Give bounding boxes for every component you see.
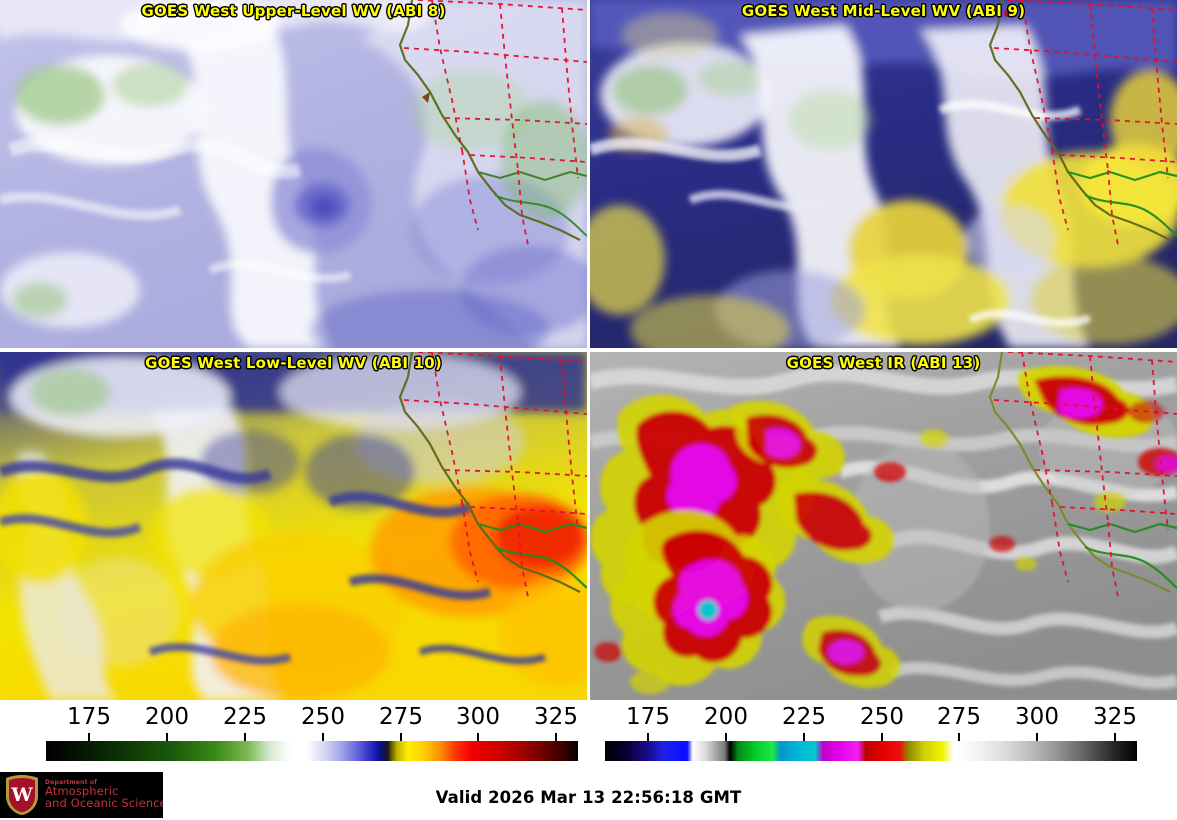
ir-tick-label: 250 bbox=[860, 704, 904, 730]
ir-tick-label: 275 bbox=[937, 704, 981, 730]
wv-colorbar[interactable]: 175 200 225 250 275 300 325 bbox=[0, 700, 589, 770]
ir-colorbar-tick-labels: 175 200 225 250 275 300 325 bbox=[589, 704, 1177, 734]
logo-line-2: and Oceanic Sciences bbox=[45, 796, 163, 811]
svg-text:W: W bbox=[10, 784, 33, 806]
satellite-image-upper-level-wv bbox=[0, 0, 587, 348]
ir-tick-label: 175 bbox=[626, 704, 670, 730]
logo-department-line: Department of bbox=[45, 778, 98, 786]
ir-tick-label: 200 bbox=[704, 704, 748, 730]
logo-text-block: Department of Atmospheric and Oceanic Sc… bbox=[45, 778, 163, 811]
wv-tick-label: 250 bbox=[301, 704, 345, 730]
wv-colorbar-ticks bbox=[0, 733, 589, 741]
geography-overlay-2 bbox=[988, 0, 1177, 246]
ir-tick-label: 325 bbox=[1093, 704, 1137, 730]
wv-tick-label: 300 bbox=[456, 704, 500, 730]
geography-overlay-4 bbox=[988, 352, 1177, 598]
panel-upper-level-wv[interactable]: GOES West Upper-Level WV (ABI 8) bbox=[0, 0, 587, 348]
ir-tick-label: 225 bbox=[782, 704, 826, 730]
valid-time-label: Valid 2026 Mar 13 22:56:18 GMT bbox=[435, 788, 742, 807]
panel-grid: GOES West Upper-Level WV (ABI 8) bbox=[0, 0, 1177, 700]
satellite-image-low-level-wv bbox=[0, 352, 587, 700]
panel-ir[interactable]: GOES West IR (ABI 13) bbox=[590, 352, 1177, 700]
wv-colorbar-gradient bbox=[46, 741, 578, 761]
ir-colorbar-ticks bbox=[589, 733, 1177, 741]
panel-mid-level-wv[interactable]: GOES West Mid-Level WV (ABI 9) bbox=[590, 0, 1177, 348]
wv-colorbar-tick-labels: 175 200 225 250 275 300 325 bbox=[0, 704, 589, 734]
wv-tick-label: 200 bbox=[145, 704, 189, 730]
wv-tick-label: 325 bbox=[534, 704, 578, 730]
ir-colorbar[interactable]: 175 200 225 250 275 300 325 bbox=[589, 700, 1177, 770]
wv-tick-label: 275 bbox=[379, 704, 423, 730]
wv-tick-label: 175 bbox=[67, 704, 111, 730]
geography-overlay-1 bbox=[398, 0, 587, 246]
satellite-image-mid-level-wv bbox=[590, 0, 1177, 348]
ir-colorbar-gradient bbox=[605, 741, 1137, 761]
panel-low-level-wv[interactable]: GOES West Low-Level WV (ABI 10) bbox=[0, 352, 587, 700]
satellite-image-ir bbox=[590, 352, 1177, 700]
uw-aos-logo[interactable]: W Department of Atmospheric and Oceanic … bbox=[0, 772, 163, 818]
logo-line-1: Atmospheric bbox=[45, 784, 119, 799]
geography-overlay-3 bbox=[398, 352, 587, 598]
uw-crest-icon: W bbox=[4, 774, 40, 816]
footer: W Department of Atmospheric and Oceanic … bbox=[0, 770, 1177, 820]
wv-tick-label: 225 bbox=[223, 704, 267, 730]
ir-tick-label: 300 bbox=[1015, 704, 1059, 730]
